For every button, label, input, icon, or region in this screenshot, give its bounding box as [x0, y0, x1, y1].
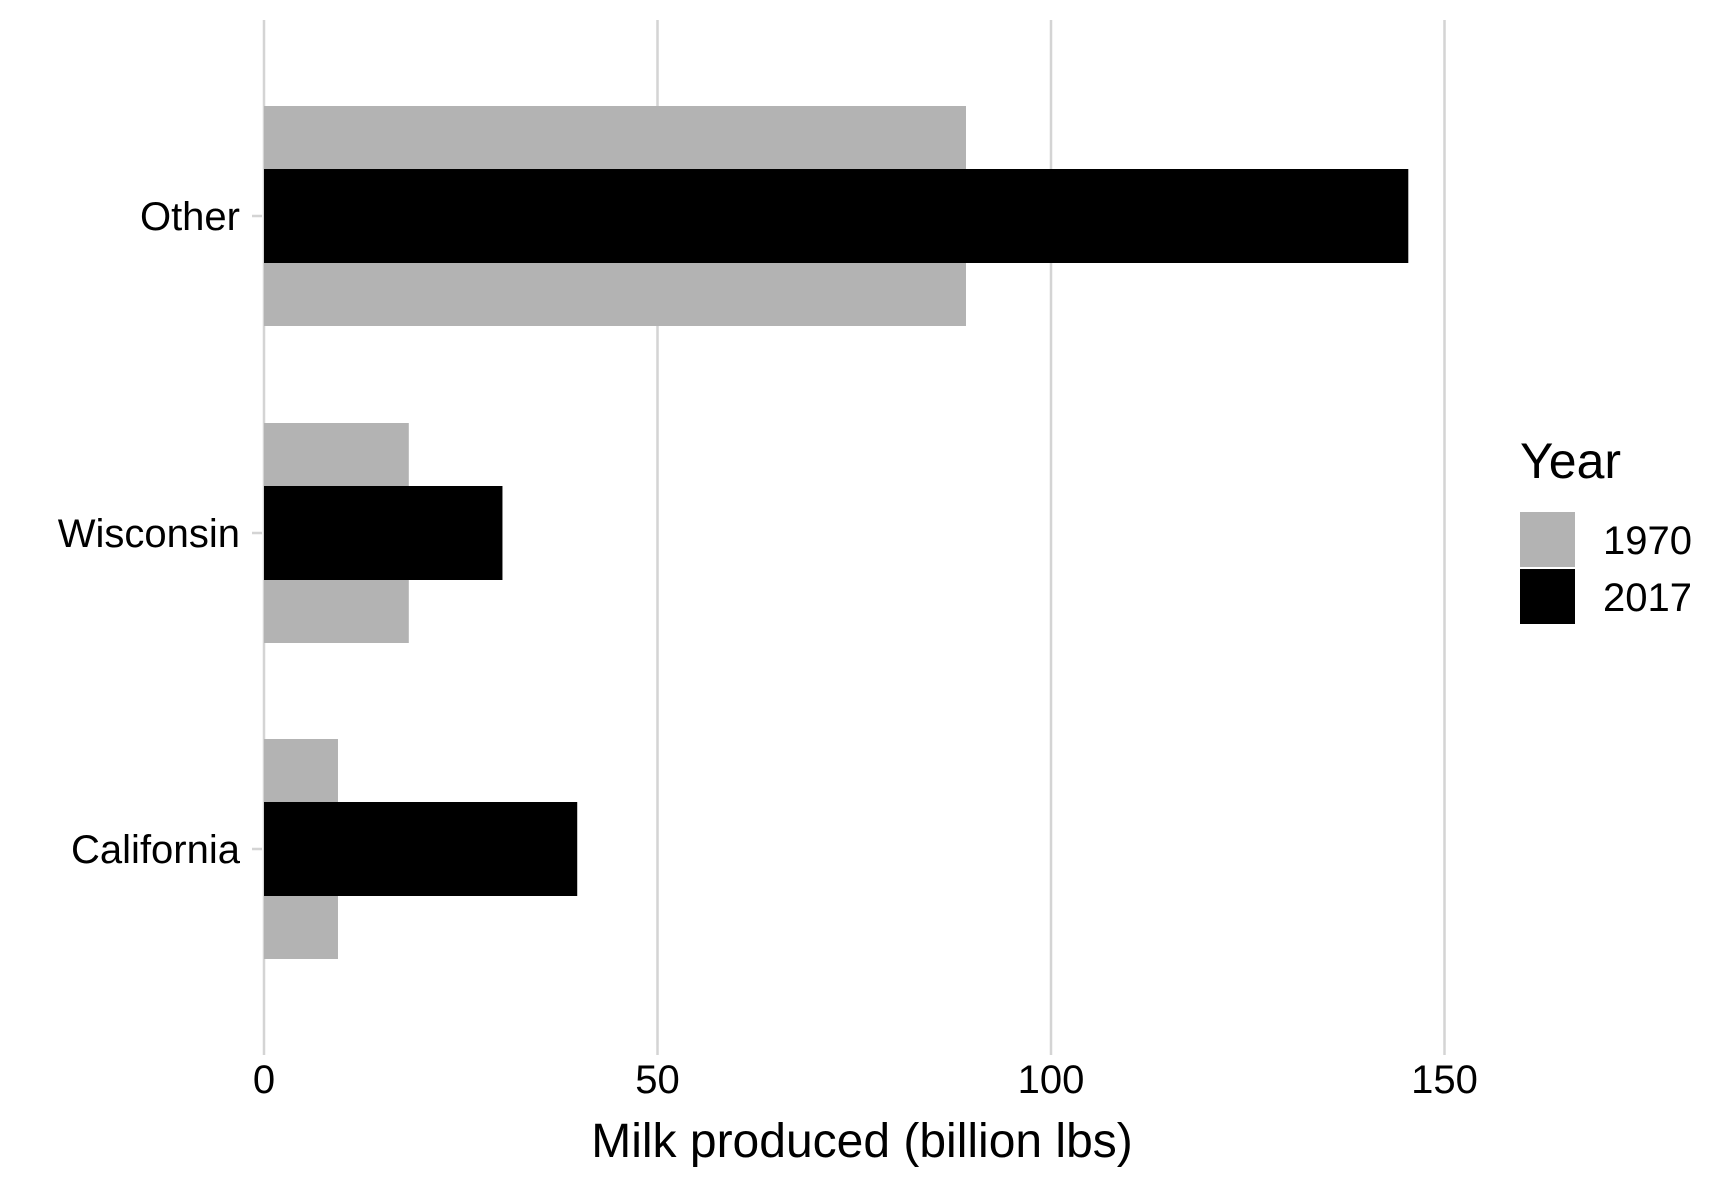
legend: Year 1970 2017	[1520, 433, 1692, 624]
bar-other-2017	[264, 169, 1409, 263]
x-tick-label-150: 150	[1411, 1058, 1478, 1102]
y-tick-label-california: California	[71, 828, 241, 872]
legend-swatch-1970	[1520, 512, 1575, 567]
y-axis: Other Wisconsin California	[58, 195, 262, 872]
bar-california-2017	[264, 802, 578, 896]
legend-title: Year	[1520, 433, 1621, 489]
legend-label-1970: 1970	[1603, 519, 1692, 563]
y-tick-label-wisconsin: Wisconsin	[58, 512, 240, 556]
x-axis-title: Milk produced (billion lbs)	[591, 1115, 1133, 1168]
bars	[264, 106, 1409, 959]
legend-label-2017: 2017	[1603, 576, 1692, 620]
bar-wisconsin-2017	[264, 486, 503, 580]
x-tick-label-100: 100	[1018, 1058, 1085, 1102]
x-tick-label-0: 0	[253, 1058, 275, 1102]
x-tick-label-50: 50	[635, 1058, 680, 1102]
legend-swatch-2017	[1520, 569, 1575, 624]
legend-items: 1970 2017	[1520, 512, 1692, 624]
y-tick-label-other: Other	[140, 195, 240, 239]
x-axis: 0 50 100 150	[253, 1045, 1478, 1102]
